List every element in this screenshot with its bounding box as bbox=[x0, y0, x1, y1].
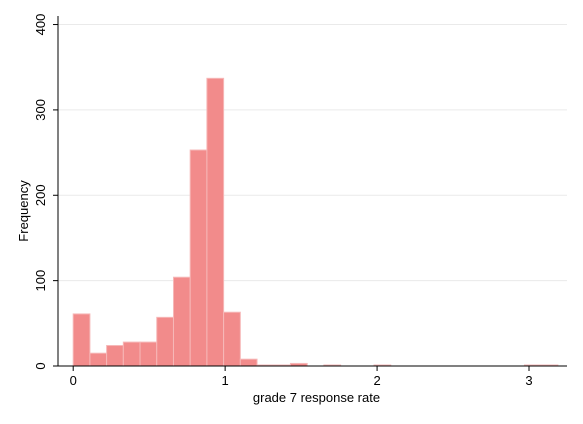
histogram-bar-7 bbox=[189, 149, 208, 367]
y-tick-label-400: 400 bbox=[33, 14, 48, 36]
y-tick-label-100: 100 bbox=[33, 270, 48, 292]
axes bbox=[57, 16, 567, 367]
histogram-bar-8 bbox=[206, 77, 225, 367]
histogram-bar-5 bbox=[156, 316, 174, 367]
gridlines bbox=[58, 24, 567, 282]
y-tick-label-200: 200 bbox=[33, 184, 48, 206]
x-axis-ticks: 0 1 2 3 bbox=[70, 366, 533, 388]
y-axis-ticks: 0 100 200 300 400 bbox=[33, 14, 58, 370]
x-tick-label-1: 1 bbox=[222, 373, 229, 388]
x-tick-label-0: 0 bbox=[70, 373, 77, 388]
histogram-bars bbox=[72, 77, 559, 367]
x-tick-label-2: 2 bbox=[373, 373, 380, 388]
x-tick-label-3: 3 bbox=[525, 373, 532, 388]
histogram-bar-3 bbox=[122, 341, 141, 367]
histogram-bar-10 bbox=[239, 358, 258, 367]
x-axis-title: grade 7 response rate bbox=[253, 390, 380, 405]
histogram-bar-6 bbox=[172, 276, 191, 367]
y-axis-title: Frequency bbox=[16, 180, 31, 242]
histogram-bar-1 bbox=[89, 352, 108, 367]
y-tick-label-300: 300 bbox=[33, 99, 48, 121]
histogram-bar-2 bbox=[106, 345, 124, 367]
histogram-bar-0 bbox=[72, 313, 91, 367]
histogram-bar-4 bbox=[139, 341, 158, 367]
y-tick-label-0: 0 bbox=[33, 362, 48, 369]
histogram-bar-9 bbox=[223, 311, 241, 367]
